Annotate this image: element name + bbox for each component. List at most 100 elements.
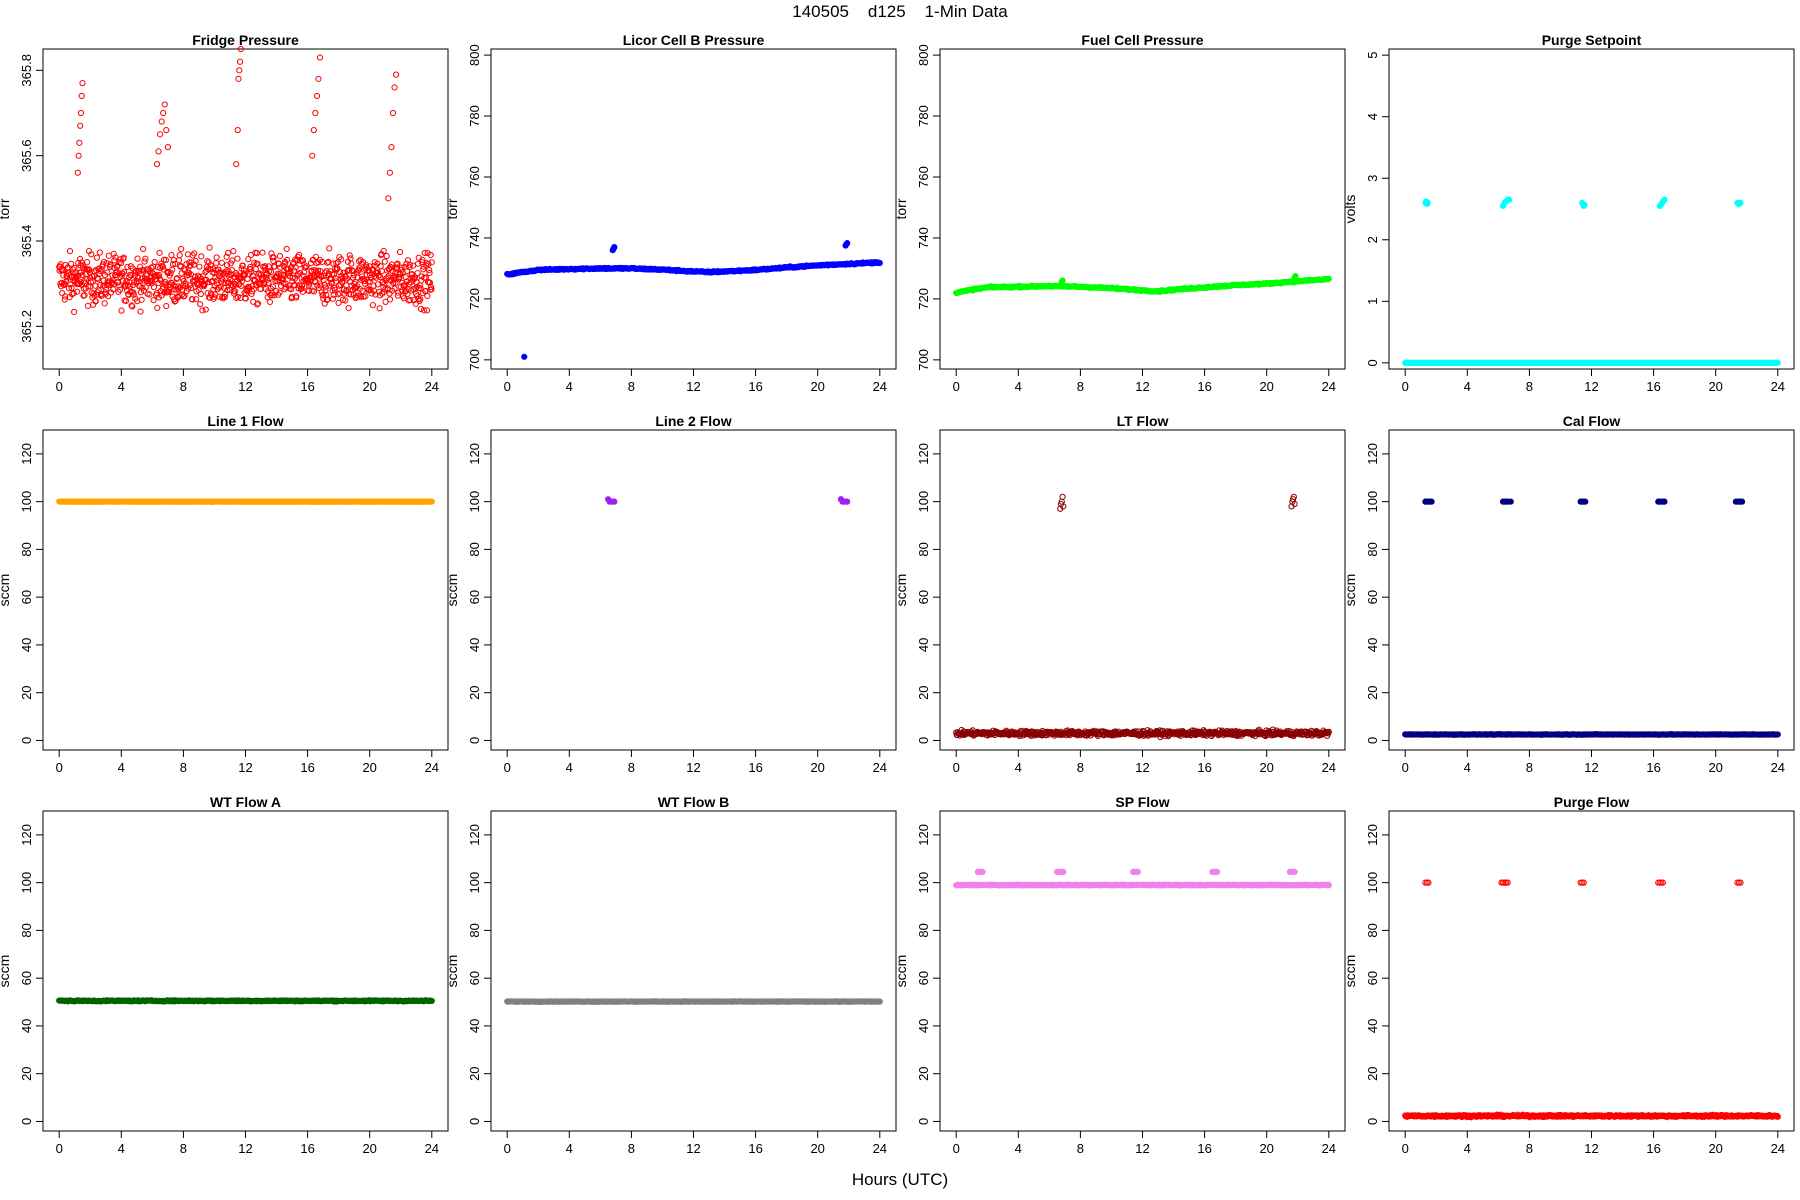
data-point	[237, 45, 244, 53]
data-point	[425, 260, 432, 267]
data-point	[310, 126, 317, 134]
y-tick-label: 120	[19, 443, 34, 465]
page-title: 140505 d125 1-Min Data	[792, 2, 1008, 21]
data-point	[151, 258, 158, 266]
data-point	[400, 295, 407, 302]
data-point	[317, 282, 324, 289]
plot-frame	[939, 429, 1346, 751]
data-point	[270, 254, 277, 261]
data-point	[342, 297, 349, 304]
data-point	[84, 259, 91, 266]
x-tick-label: 8	[1526, 760, 1533, 775]
data-point	[282, 284, 290, 291]
data-point	[1292, 272, 1299, 280]
y-tick-label: 60	[19, 971, 34, 985]
data-point	[230, 248, 237, 255]
data-point	[65, 285, 73, 292]
data-point	[89, 294, 96, 301]
y-tick-label: 80	[1365, 542, 1380, 556]
data-point	[404, 290, 411, 298]
x-tick-label: 24	[873, 1141, 887, 1156]
data-point	[1059, 277, 1066, 284]
data-point	[1661, 196, 1668, 203]
data-point	[92, 298, 99, 305]
y-tick-label: 700	[467, 349, 482, 371]
y-tick-label: 20	[19, 685, 34, 699]
data-point	[85, 266, 92, 273]
x-tick-label: 16	[748, 379, 762, 394]
data-point	[303, 263, 310, 270]
data-point	[204, 258, 211, 265]
data-point	[844, 240, 851, 247]
x-tick-label: 8	[628, 1141, 635, 1156]
y-tick-label: 780	[916, 105, 931, 127]
x-tick-label: 16	[1646, 760, 1660, 775]
plot-frame	[42, 810, 449, 1132]
x-tick-label: 4	[118, 1141, 125, 1156]
data-point	[417, 305, 425, 312]
y-tick-label: 365.6	[19, 139, 34, 172]
data-point	[130, 291, 137, 298]
data-points	[605, 496, 851, 505]
data-point	[611, 244, 618, 251]
data-point	[324, 259, 331, 266]
data-point	[192, 296, 200, 303]
data-point	[155, 148, 162, 155]
data-point	[234, 126, 241, 134]
data-point	[313, 92, 321, 100]
data-point	[296, 261, 303, 268]
data-point	[1582, 498, 1589, 505]
panel-title: WT Flow A	[210, 794, 281, 810]
data-point	[320, 277, 327, 284]
data-point	[335, 299, 342, 306]
data-point	[397, 248, 404, 256]
data-point	[369, 302, 376, 309]
data-point	[414, 292, 421, 299]
data-point	[68, 284, 75, 292]
data-point	[175, 283, 182, 290]
data-point	[386, 296, 394, 303]
y-tick-label: 700	[916, 349, 931, 371]
data-point	[323, 296, 331, 304]
y-tick-label: 120	[467, 443, 482, 465]
data-point	[138, 296, 145, 303]
data-point	[112, 254, 119, 261]
plot-frame	[1388, 48, 1795, 370]
data-point	[396, 274, 403, 281]
data-point	[331, 286, 338, 293]
data-point	[330, 271, 338, 278]
y-tick-label: 0	[1365, 359, 1380, 366]
x-tick-label: 0	[56, 379, 63, 394]
y-tick-label: 0	[1365, 737, 1380, 744]
y-axis-label: sccm	[0, 955, 12, 988]
y-axis-label: torr	[893, 198, 909, 219]
data-point	[424, 292, 431, 300]
x-tick-label: 4	[118, 379, 125, 394]
data-point	[420, 266, 427, 273]
x-tick-label: 8	[628, 760, 635, 775]
x-tick-label: 0	[504, 760, 511, 775]
y-axis-label: sccm	[444, 955, 460, 988]
data-point	[396, 270, 403, 277]
x-tick-label: 24	[1771, 760, 1785, 775]
data-point	[291, 267, 298, 274]
data-point	[352, 284, 360, 292]
panel-title: LT Flow	[1117, 413, 1169, 429]
data-point	[426, 269, 433, 277]
data-point	[81, 292, 88, 299]
data-point	[419, 256, 426, 263]
data-point	[142, 284, 149, 291]
data-point	[215, 266, 222, 273]
data-point	[228, 266, 235, 274]
plot-frame	[1388, 429, 1795, 751]
data-point	[374, 269, 382, 276]
data-point	[111, 257, 118, 264]
plot-frame	[490, 429, 897, 751]
panel-title: Fuel Cell Pressure	[1081, 32, 1203, 48]
data-point	[88, 251, 95, 258]
data-point	[414, 260, 422, 267]
data-point	[261, 280, 268, 287]
data-point	[388, 144, 395, 151]
x-tick-label: 4	[1464, 379, 1471, 394]
